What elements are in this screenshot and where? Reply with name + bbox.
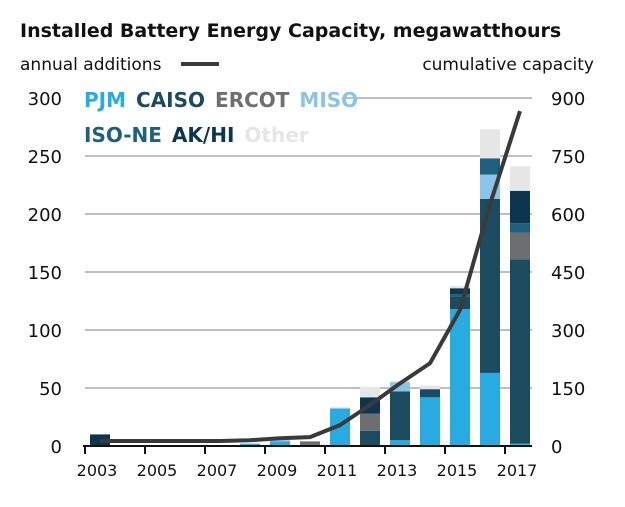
x-tick-label: 2009 bbox=[257, 461, 298, 480]
x-tick-label: 2003 bbox=[77, 461, 118, 480]
bar-miso-2009 bbox=[270, 440, 290, 442]
legend-ak-hi: AK/HI bbox=[172, 123, 234, 147]
right-tick-label: 0 bbox=[551, 437, 562, 458]
legend-miso: MISO bbox=[299, 88, 358, 112]
bar-miso-2013 bbox=[390, 382, 410, 392]
bar-caiso-2014 bbox=[420, 389, 440, 398]
right-tick-label: 600 bbox=[551, 205, 585, 226]
bar-pjm-2017 bbox=[510, 443, 530, 446]
left-tick-label: 250 bbox=[28, 147, 62, 168]
x-tick-label: 2005 bbox=[137, 461, 178, 480]
bar-ak-hi-2015 bbox=[450, 288, 470, 295]
bar-caiso-2012 bbox=[360, 430, 380, 446]
cumulative-line bbox=[100, 110, 522, 443]
legend-caiso: CAISO bbox=[136, 88, 205, 112]
bar-pjm-2013 bbox=[390, 440, 410, 446]
left-tick-label: 100 bbox=[28, 321, 62, 342]
right-axis-label: cumulative capacity bbox=[422, 55, 594, 75]
bar-caiso-2016 bbox=[480, 198, 500, 373]
left-tick-label: 300 bbox=[28, 89, 62, 110]
left-tick-label: 200 bbox=[28, 205, 62, 226]
bar-pjm-2015 bbox=[450, 309, 470, 446]
x-tick-label: 2017 bbox=[497, 461, 538, 480]
bar-iso-ne-2017 bbox=[510, 223, 530, 233]
legend-background bbox=[80, 84, 342, 154]
bar-pjm-2011 bbox=[330, 408, 350, 446]
bar-pjm-2014 bbox=[420, 397, 440, 446]
x-tick-label: 2015 bbox=[437, 461, 478, 480]
legend-pjm: PJM bbox=[84, 88, 126, 112]
right-tick-label: 300 bbox=[551, 321, 585, 342]
bar-miso-2011 bbox=[330, 407, 350, 409]
legend-ercot: ERCOT bbox=[215, 88, 290, 112]
bar-other-2016 bbox=[480, 129, 500, 159]
x-tick-label: 2011 bbox=[317, 461, 358, 480]
legend-iso-ne: ISO-NE bbox=[84, 123, 162, 147]
left-tick-label: 150 bbox=[28, 263, 62, 284]
chart-title: Installed Battery Energy Capacity, megaw… bbox=[20, 20, 561, 42]
left-tick-label: 0 bbox=[51, 437, 62, 458]
bar-caiso-2017 bbox=[510, 259, 530, 444]
bar-other-2015 bbox=[450, 285, 470, 289]
bar-pjm-2008 bbox=[240, 443, 260, 446]
left-tick-label: 50 bbox=[39, 379, 62, 400]
bar-iso-ne-2015 bbox=[450, 294, 470, 297]
bar-other-2017 bbox=[510, 166, 530, 191]
left-axis-label: annual additions bbox=[20, 55, 162, 75]
bar-pjm-2009 bbox=[270, 441, 290, 446]
right-tick-label: 750 bbox=[551, 147, 585, 168]
bar-pjm-2016 bbox=[480, 372, 500, 446]
bar-other-2012 bbox=[360, 386, 380, 398]
right-tick-label: 150 bbox=[551, 379, 585, 400]
x-tick-label: 2007 bbox=[197, 461, 238, 480]
bar-ak-hi-2017 bbox=[510, 190, 530, 224]
bar-ercot-2010 bbox=[300, 441, 320, 446]
bar-caiso-2013 bbox=[390, 391, 410, 441]
legend-other: Other bbox=[244, 123, 308, 147]
right-tick-label: 450 bbox=[551, 263, 585, 284]
bar-ercot-2012 bbox=[360, 413, 380, 431]
bar-other-2014 bbox=[420, 385, 440, 390]
bar-ercot-2017 bbox=[510, 232, 530, 260]
bar-iso-ne-2016 bbox=[480, 158, 500, 175]
right-tick-label: 900 bbox=[551, 89, 585, 110]
x-tick-label: 2013 bbox=[377, 461, 418, 480]
